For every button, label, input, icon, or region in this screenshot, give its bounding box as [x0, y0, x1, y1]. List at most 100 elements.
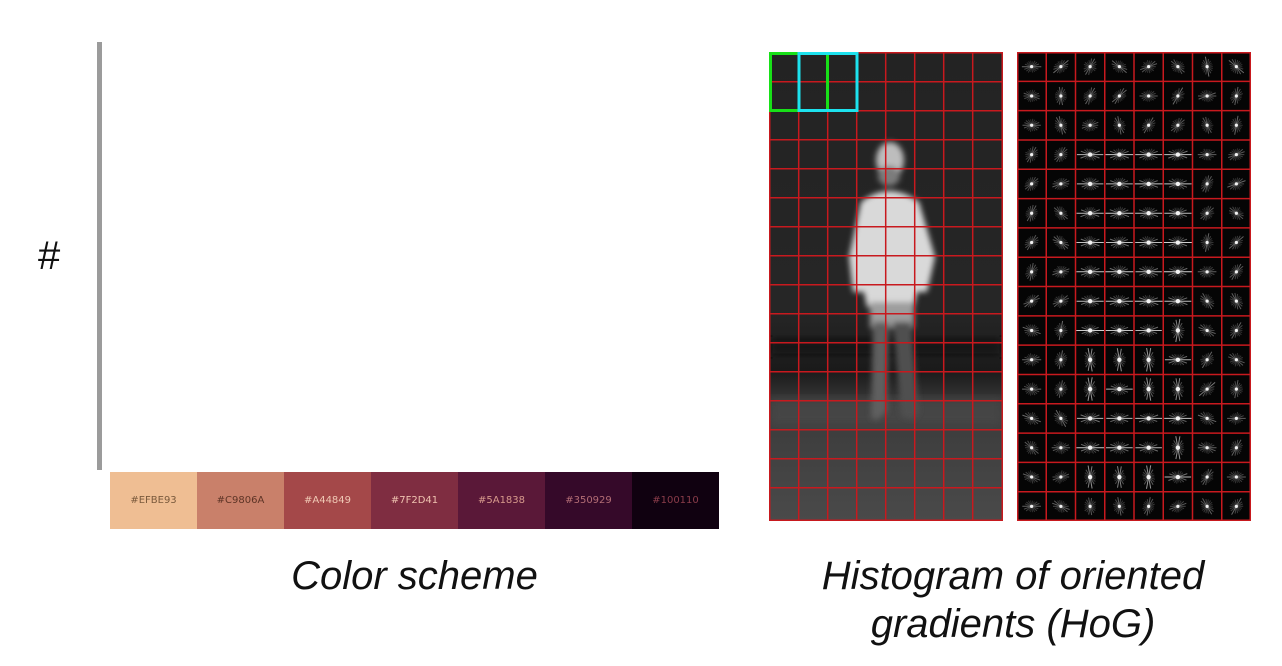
- hog-cell-glyph: [1052, 235, 1070, 250]
- hog-cell-glyph: [1226, 470, 1246, 484]
- hog-cell-glyph: [1228, 206, 1244, 220]
- swatch-4: #7F2D41: [371, 472, 458, 529]
- hog-cell-glyph: [1197, 265, 1217, 278]
- hog-cell-glyph: [1140, 60, 1158, 74]
- hog-cell-glyph: [1025, 262, 1039, 281]
- swatch-label: #A44849: [303, 495, 352, 506]
- hog-cell-glyph: [1135, 323, 1162, 338]
- hog-cell-glyph: [1229, 263, 1244, 280]
- hog-cell-glyph: [1230, 115, 1243, 135]
- hog-cell-glyph: [1111, 60, 1128, 74]
- color-palette: #EFBE93 #C9806A #A44849 #7F2D41 #5A1838 …: [110, 472, 719, 529]
- cell-grid: [769, 52, 1003, 521]
- hog-cell-glyph: [1200, 468, 1214, 486]
- hog-cell-glyph: [1053, 206, 1068, 221]
- hog-cell-glyph: [1052, 177, 1070, 190]
- hog-cell-glyph: [1083, 87, 1097, 105]
- hog-cell-glyph: [1229, 439, 1243, 456]
- hog-cell-glyph: [1164, 148, 1192, 161]
- hog-cell-glyph: [1054, 147, 1068, 163]
- hog-cell-glyph: [1229, 322, 1243, 339]
- block-highlight-cyan: [797, 52, 859, 112]
- hog-cell-glyph: [1076, 265, 1104, 279]
- hog-cell-glyph: [1197, 441, 1217, 454]
- hog-cell-glyph: [1105, 324, 1133, 337]
- hog-cell-glyph: [1171, 87, 1185, 105]
- hog-cell-glyph: [1022, 118, 1041, 132]
- hog-cell-glyph: [1200, 233, 1214, 252]
- hog-cell-glyph: [1135, 148, 1163, 161]
- hog-cell-glyph: [1227, 177, 1246, 191]
- hog-cell-glyph: [1024, 234, 1039, 251]
- hog-visualization-panel: [1017, 52, 1251, 521]
- hog-cell-glyph: [1024, 440, 1039, 455]
- hog-visualization: [1017, 52, 1251, 521]
- hog-cell-glyph: [1111, 87, 1127, 105]
- hog-cell-glyph: [1171, 436, 1185, 460]
- hog-cell-glyph: [1164, 178, 1192, 190]
- swatch-3: #A44849: [284, 472, 371, 529]
- vertical-divider: [97, 42, 102, 470]
- hog-cell-glyph: [1081, 118, 1099, 132]
- hog-cell-glyph: [1084, 497, 1096, 516]
- hog-cell-glyph: [1084, 465, 1096, 489]
- hog-cell-glyph: [1053, 59, 1069, 74]
- hog-cell-glyph: [1142, 497, 1155, 516]
- hog-cell-glyph: [1054, 320, 1068, 341]
- hog-cell-glyph: [1106, 382, 1133, 396]
- hog-cell-glyph: [1229, 86, 1243, 106]
- hog-cell-glyph: [1164, 353, 1191, 366]
- hog-cell-glyph: [1134, 294, 1163, 308]
- hog-cell-glyph: [1135, 441, 1162, 455]
- hog-cell-glyph: [1164, 470, 1192, 484]
- hog-glyphs: [1021, 56, 1246, 516]
- hog-cell-glyph: [1198, 89, 1217, 103]
- hog-cell-glyph: [1227, 411, 1246, 425]
- hog-cell-glyph: [1200, 498, 1214, 515]
- swatch-1: #EFBE93: [110, 472, 197, 529]
- hog-cell-glyph: [1201, 56, 1213, 77]
- swatch-2: #C9806A: [197, 472, 284, 529]
- hog-cell-glyph: [1076, 235, 1104, 250]
- swatch-7: #100110: [632, 472, 719, 529]
- hog-cell-glyph: [1105, 206, 1134, 220]
- hog-cell-glyph: [1164, 295, 1192, 307]
- swatch-label: #350929: [565, 495, 612, 506]
- hog-cell-glyph: [1200, 175, 1214, 193]
- pedestrian-photo-panel: [769, 52, 1003, 521]
- hog-cell-glyph: [1106, 177, 1133, 191]
- hog-cell-glyph: [1054, 116, 1068, 135]
- caption-hog-line1: Histogram of oriented: [821, 554, 1205, 598]
- hog-cell-glyph: [1052, 470, 1070, 484]
- hog-cell-glyph: [1052, 499, 1070, 513]
- hog-cell-glyph: [1201, 116, 1214, 134]
- hog-cell-glyph: [1229, 380, 1243, 399]
- hog-cell-glyph: [1112, 497, 1126, 516]
- hog-cell-glyph: [1025, 204, 1038, 222]
- hog-cell-glyph: [1228, 58, 1245, 75]
- swatch-label: #EFBE93: [130, 495, 177, 506]
- hog-cell-glyph: [1054, 86, 1067, 106]
- hog-cell-glyph: [1022, 382, 1042, 396]
- hog-cell-glyph: [1022, 500, 1041, 513]
- hash-symbol: #: [38, 234, 61, 278]
- hog-cell-glyph: [1105, 294, 1133, 308]
- hog-cell-glyph: [1054, 350, 1068, 370]
- hog-cell-glyph: [1135, 236, 1163, 249]
- hog-cell-glyph: [1142, 377, 1155, 401]
- hog-cell-glyph: [1023, 89, 1040, 103]
- hog-cell-glyph: [1025, 146, 1038, 163]
- hog-cell-glyph: [1170, 117, 1185, 133]
- hog-cell-glyph: [1076, 324, 1105, 337]
- swatch-label: #100110: [652, 495, 699, 506]
- hog-cell-glyph: [1197, 411, 1217, 426]
- hog-cell-glyph: [1164, 412, 1192, 425]
- hog-cell-glyph: [1197, 148, 1217, 161]
- swatch-5: #5A1838: [458, 472, 545, 529]
- hog-cell-glyph: [1229, 497, 1244, 515]
- hog-cell-glyph: [1199, 293, 1215, 310]
- hog-cell-glyph: [1170, 59, 1185, 75]
- hog-cell-glyph: [1113, 348, 1126, 372]
- hog-cell-glyph: [1105, 148, 1134, 161]
- hog-cell-glyph: [1198, 323, 1216, 338]
